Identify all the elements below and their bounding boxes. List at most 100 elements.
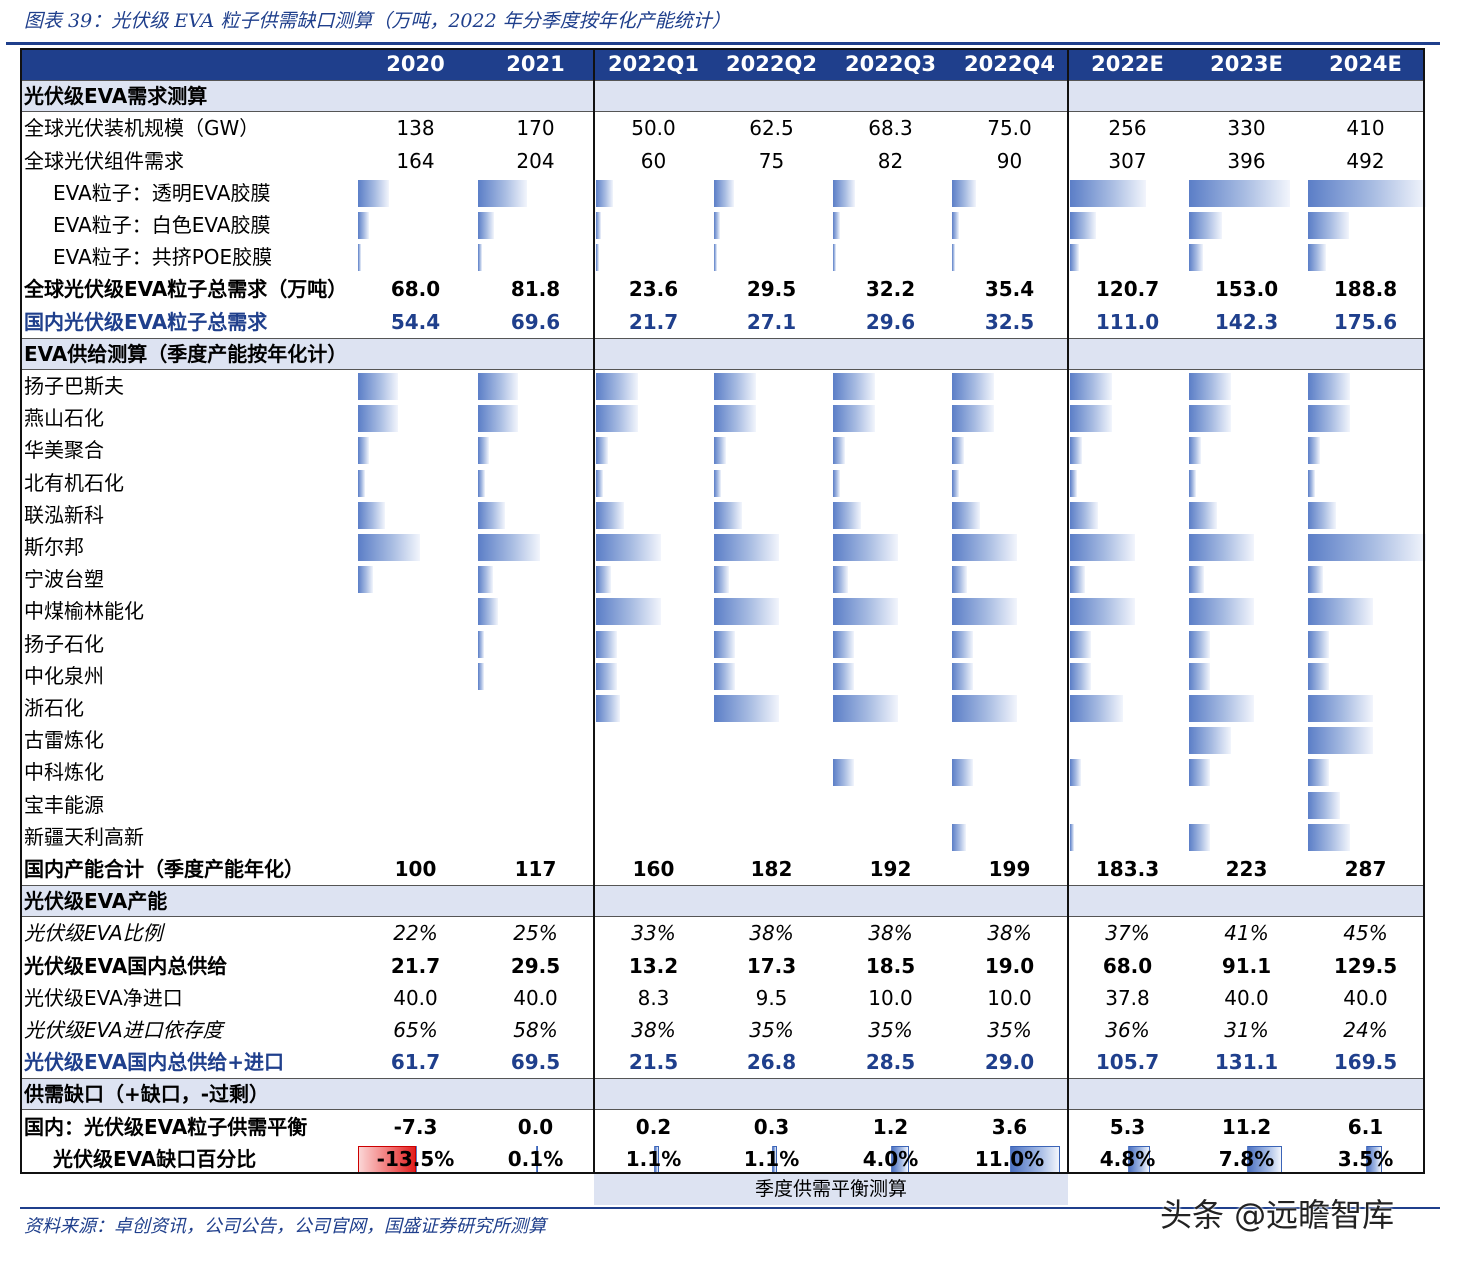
data-bar [714,470,721,497]
data-bar [714,598,779,625]
data-bar [1070,244,1079,271]
cell-value: 40.0 [1343,986,1388,1010]
data-bar [1070,470,1077,497]
data-bar [952,695,1017,722]
data-bar [1070,631,1091,658]
row-label: 古雷炼化 [24,728,104,752]
row-label: 中化泉州 [24,664,104,688]
data-bar [478,373,518,400]
data-bar [714,180,734,207]
table-row: 国内光伏级EVA粒子总需求 54.4 69.6 21.7 27.1 29.6 32.5 111… [20,306,1425,338]
data-bar [478,244,482,271]
data-bar [714,566,729,593]
watermark: 头条 @远瞻智库 [1160,1196,1395,1234]
data-bar [1070,180,1146,207]
cell-value: 38% [749,921,794,945]
row-label: 光伏级EVA进口依存度 [24,1018,223,1042]
data-bar [1189,470,1196,497]
data-bar [1308,695,1373,722]
cell-value: 29.5 [746,277,797,301]
column-header: 2022Q2 [726,52,817,76]
data-bar [358,180,389,207]
quarterly-note-box: 季度供需平衡测算 [594,1174,1068,1205]
cell-value: 90 [996,149,1023,173]
row-label: 燕山石化 [24,406,104,430]
data-bar [952,534,1017,561]
data-table: 2020 2021 2022Q1 2022Q2 2022Q3 2022Q4 2022E 202… [20,48,1426,1174]
data-bar [1070,663,1091,690]
cell-value: 75.0 [987,116,1032,140]
cell-value: 164 [396,149,435,173]
table-row: 新疆天利高新 [20,821,1425,853]
table-row: 中科炼化 [20,756,1425,788]
cell-value: 37% [1105,921,1150,945]
table-row: 光伏级EVA进口依存度 65% 58% 38% 35% 35% 35% 36% 31% 24% [20,1014,1425,1046]
data-bar [596,437,608,464]
gap-bar-axis [1010,1146,1011,1173]
data-bar [714,437,726,464]
cell-value: 58% [513,1018,558,1042]
row-label: 国内产能合计（季度产能年化） [24,857,304,881]
data-bar [1189,244,1203,271]
gap-bar-axis [654,1146,655,1173]
row-label: 全球光伏装机规模（GW） [24,116,260,140]
data-bar [1070,502,1098,529]
row-label: EVA粒子：白色EVA胶膜 [53,213,271,237]
data-bar [1189,180,1290,207]
data-bar [1308,180,1426,207]
cell-value: 138 [396,116,435,140]
source-note: 资料来源：卓创资讯，公司公告，公司官网，国盛证券研究所测算 [24,1216,546,1237]
data-bar [1070,566,1085,593]
table-row: 全球光伏装机规模（GW） 138 170 50.0 62.5 68.3 75.0 256 330… [20,112,1425,144]
data-bar [1308,470,1315,497]
data-bar [478,180,527,207]
data-bar [952,470,959,497]
cell-value: 25% [513,921,558,945]
data-bar [596,405,638,432]
cell-value: 4.8% [1099,1147,1156,1171]
figure-title: 图表 39：光伏级 EVA 粒子供需缺口测算（万吨，2022 年分季度按年化产能… [24,10,731,32]
data-bar [714,405,756,432]
cell-value: 192 [869,857,912,881]
column-header: 2022Q3 [845,52,936,76]
section-header: EVA供给测算（季度产能按年化计） [20,338,1425,370]
cell-value: 21.7 [628,310,679,334]
cell-value: 3.6 [991,1115,1028,1139]
cell-value: 36% [1105,1018,1150,1042]
table-row: 华美聚合 [20,434,1425,466]
cell-value: 68.0 [1102,954,1153,978]
cell-value: 0.0 [517,1115,554,1139]
cell-value: 13.2 [628,954,679,978]
cell-value: 54.4 [390,310,441,334]
data-bar [833,534,898,561]
cell-value: 37.8 [1105,986,1150,1010]
data-bar [1070,759,1081,786]
data-bar [714,244,717,271]
cell-value: 40.0 [513,986,558,1010]
table-row: 扬子石化 [20,628,1425,660]
cell-value: 60 [640,149,667,173]
cell-value: 40.0 [393,986,438,1010]
data-bar [478,598,498,625]
data-bar [952,373,994,400]
data-bar [358,405,398,432]
data-bar [1189,727,1231,754]
data-bar [478,212,494,239]
data-bar [596,502,624,529]
cell-value: 27.1 [746,310,797,334]
data-bar [1308,792,1340,819]
cell-value: 35% [749,1018,794,1042]
cell-value: 11.0% [974,1147,1045,1171]
cell-value: 169.5 [1333,1050,1398,1074]
data-bar [1070,534,1135,561]
cell-value: 23.6 [628,277,679,301]
row-label: 宁波台塑 [24,567,104,591]
cell-value: 256 [1108,116,1147,140]
data-bar [952,824,966,851]
cell-value: 160 [632,857,675,881]
cell-value: 3.5% [1337,1147,1394,1171]
cell-value: 131.1 [1214,1050,1279,1074]
data-bar [358,502,385,529]
column-header: 2021 [506,52,565,76]
table-row: 燕山石化 [20,402,1425,434]
